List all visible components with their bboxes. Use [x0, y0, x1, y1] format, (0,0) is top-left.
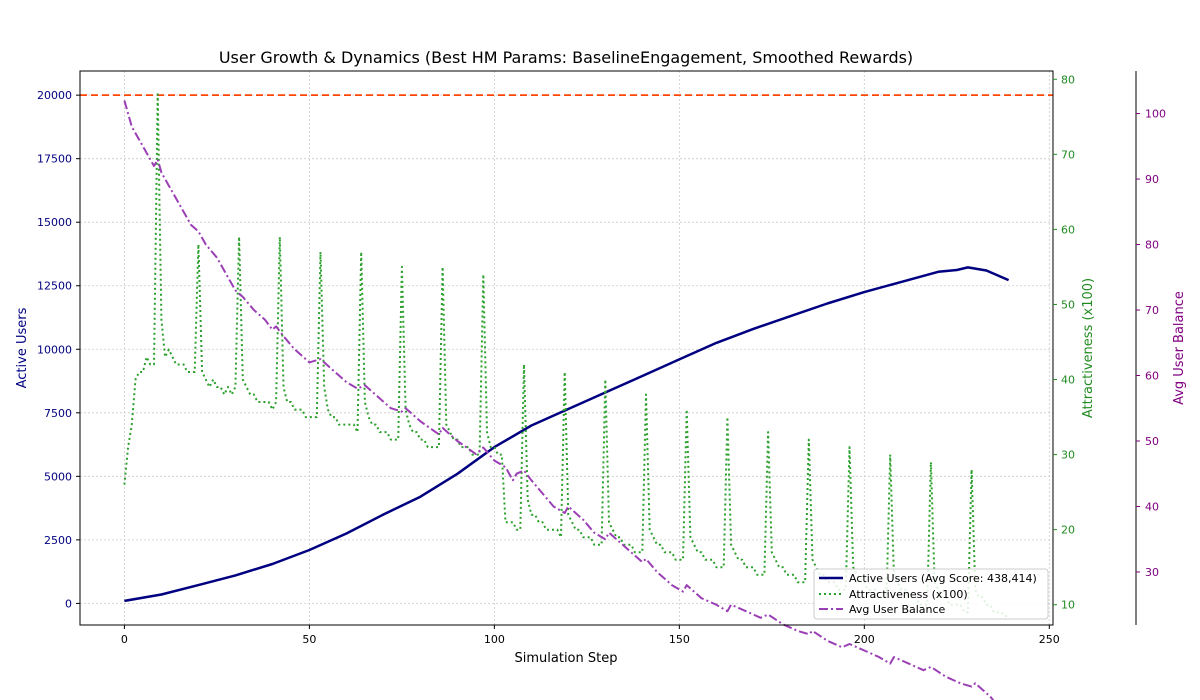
- x-tick-label: 250: [1039, 633, 1060, 646]
- right1-y-tick-label: 20: [1061, 524, 1075, 537]
- legend-label-active-users: Active Users (Avg Score: 438,414): [849, 572, 1037, 585]
- right1-y-tick-label: 80: [1061, 73, 1075, 86]
- left-y-tick-label: 10000: [37, 343, 72, 356]
- right2-y-tick-label: 100: [1145, 108, 1166, 121]
- left-axis-label: Active Users: [15, 307, 30, 388]
- right-axis-label-balance: Avg User Balance: [1172, 291, 1187, 405]
- legend-label-avg-balance: Avg User Balance: [849, 603, 946, 616]
- left-y-tick-label: 5000: [44, 470, 72, 483]
- chart-title: User Growth & Dynamics (Best HM Params: …: [219, 48, 913, 67]
- legend-label-attractiveness: Attractiveness (x100): [849, 588, 968, 601]
- series-lines: [123, 93, 1010, 700]
- x-tick-label: 150: [669, 633, 690, 646]
- right2-y-tick-label: 30: [1145, 566, 1159, 579]
- left-y-tick-label: 15000: [37, 216, 72, 229]
- left-y-tick-label: 20000: [37, 89, 72, 102]
- right2-y-tick-label: 60: [1145, 370, 1159, 383]
- left-y-tick-label: 2500: [44, 534, 72, 547]
- right1-y-tick-label: 10: [1061, 599, 1075, 612]
- right1-y-tick-label: 60: [1061, 223, 1075, 236]
- right2-y-tick-label: 90: [1145, 173, 1159, 186]
- right2-y-tick-label: 50: [1145, 435, 1159, 448]
- x-axis-label: Simulation Step: [515, 651, 618, 666]
- x-tick-label: 50: [302, 633, 316, 646]
- right1-y-tick-label: 70: [1061, 148, 1075, 161]
- left-y-tick-label: 17500: [37, 153, 72, 166]
- right2-y-tick-label: 80: [1145, 239, 1159, 252]
- right-axis-label-attractiveness: Attractiveness (x100): [1081, 278, 1096, 418]
- right1-y-tick-label: 50: [1061, 298, 1075, 311]
- right2-y-tick-label: 70: [1145, 304, 1159, 317]
- legend-box: [813, 568, 1049, 620]
- grid-lines: [80, 71, 1053, 625]
- x-tick-label: 200: [854, 633, 875, 646]
- left-y-tick-label: 0: [65, 597, 72, 610]
- right1-y-tick-label: 40: [1061, 374, 1075, 387]
- left-y-tick-label: 12500: [37, 280, 72, 293]
- legend: Active Users (Avg Score: 438,414) Attrac…: [813, 568, 1049, 620]
- plot-frame: [79, 70, 1054, 626]
- series-line-avg-balance: [123, 100, 995, 700]
- x-tick-label: 100: [484, 633, 505, 646]
- series-line-attractiveness: [123, 93, 1009, 617]
- left-y-tick-label: 7500: [44, 407, 72, 420]
- axes: 0 50 100 150 200 2500250050007500100001250015…: [37, 71, 1166, 646]
- right2-y-tick-label: 40: [1145, 500, 1159, 513]
- right1-y-tick-label: 30: [1061, 449, 1075, 462]
- x-tick-label: 0: [121, 633, 128, 646]
